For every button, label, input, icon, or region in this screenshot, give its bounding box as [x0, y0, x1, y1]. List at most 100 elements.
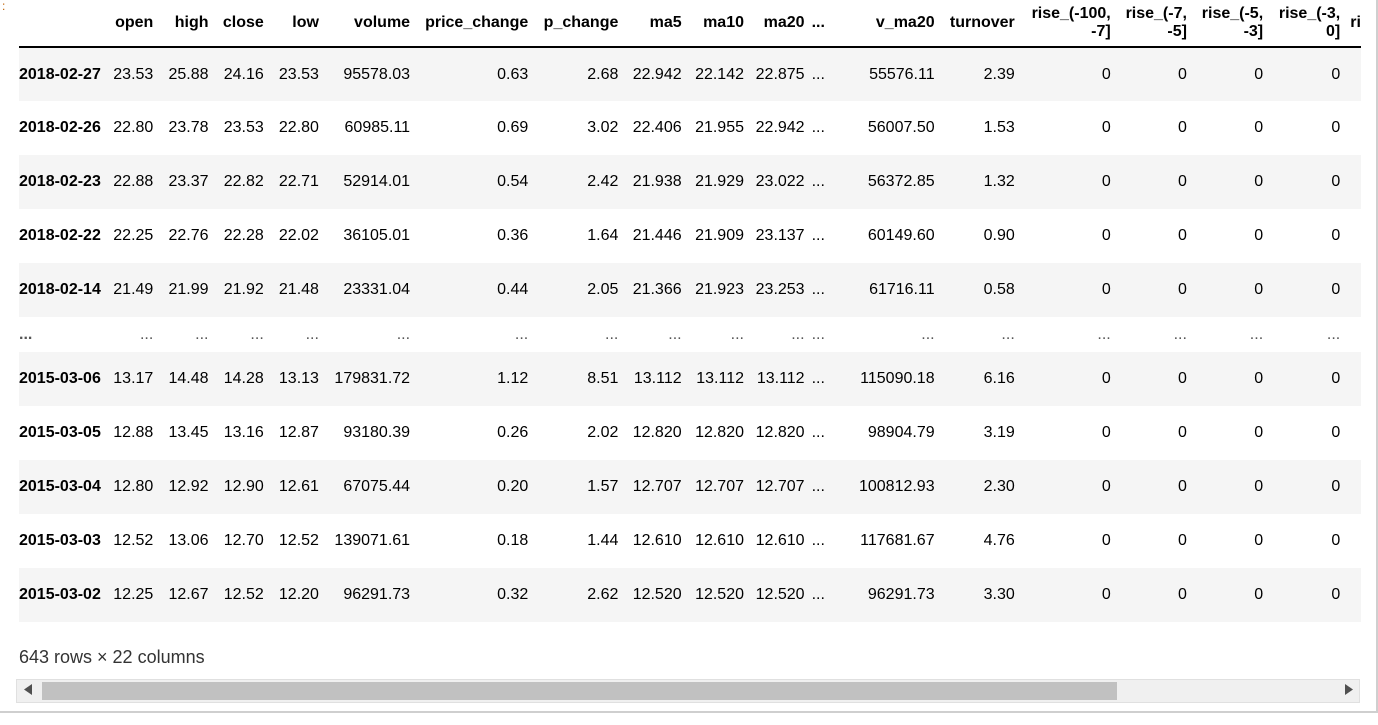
table-cell: 0: [1101, 370, 1111, 387]
row-index: 2015-03-02: [19, 586, 101, 603]
table-cell: 23.022: [755, 173, 805, 190]
dataframe-container[interactable]: open high close low volume price_change p_chan…: [19, 0, 1361, 628]
table-cell: 100812.93: [858, 478, 935, 495]
table-cell: 0: [1331, 227, 1341, 244]
table-cell: 12.90: [223, 478, 264, 495]
column-header: price_change: [410, 0, 529, 48]
column-header: p_change: [528, 0, 619, 48]
table-cell: 52914.01: [343, 173, 411, 190]
column-header: rise_(-3, 0]: [1263, 0, 1341, 48]
table-cell: 0: [1254, 65, 1264, 83]
table-cell: ...: [811, 478, 825, 495]
table-cell: 14.28: [223, 370, 264, 387]
table-row: 2015-03-06 13.17 14.48 14.28 13.13 179831.72 1…: [19, 352, 1361, 406]
table-cell: 0: [1101, 65, 1111, 83]
table-cell: 4.76: [983, 532, 1015, 549]
table-cell: ...: [811, 370, 825, 387]
table-cell: 0: [1178, 532, 1187, 549]
table-cell: 1.53: [983, 119, 1015, 136]
table-cell: 98904.79: [867, 424, 935, 441]
table-cell: 93180.39: [343, 424, 411, 441]
table-cell: 61716.11: [869, 281, 935, 298]
table-cell: 12.52: [223, 586, 264, 603]
table-cell: 12.52: [113, 532, 154, 549]
table-cell: 179831.72: [334, 370, 411, 387]
table-cell: 139071.61: [334, 532, 411, 549]
triangle-left-icon: [23, 682, 33, 700]
table-cell: 21.99: [168, 281, 209, 298]
table-cell: [1340, 101, 1361, 155]
table-cell: 0: [1178, 281, 1187, 298]
column-header: turnover: [934, 0, 1015, 48]
table-cell: 22.25: [113, 227, 154, 244]
table-row: 2018-02-23 22.88 23.37 22.82 22.71 52914.01 0.…: [19, 155, 1361, 209]
table-cell: 96291.73: [343, 586, 411, 603]
table-cell: ...: [811, 532, 825, 549]
table-cell: 22.942: [755, 119, 805, 136]
table-cell: 0: [1331, 424, 1341, 441]
table-cell: 22.28: [223, 227, 264, 244]
scrollbar-thumb[interactable]: [42, 682, 1117, 700]
table-cell: ...: [811, 173, 825, 190]
table-cell: 13.45: [168, 424, 209, 441]
row-index: 2015-03-04: [19, 478, 101, 495]
table-cell: 22.02: [278, 227, 319, 244]
table-cell: 0: [1178, 65, 1187, 83]
table-cell: 13.112: [696, 370, 744, 387]
horizontal-scrollbar[interactable]: [16, 679, 1360, 703]
dataframe-table: open high close low volume price_change p_chan…: [19, 0, 1361, 622]
table-cell: 6.16: [983, 370, 1015, 387]
scroll-right-button[interactable]: [1337, 680, 1359, 702]
dataframe-shape-label: 643 rows × 22 columns: [19, 647, 205, 667]
table-row: 2018-02-27 23.53 25.88 24.16 23.53 95578.03 0.…: [19, 47, 1361, 101]
table-cell: 0: [1331, 370, 1341, 387]
table-cell: ...: [1173, 325, 1187, 343]
table-cell: ...: [1001, 325, 1015, 343]
table-cell: 22.88: [113, 173, 154, 190]
table-cell: 22.875: [755, 65, 805, 83]
table-cell: 22.406: [632, 119, 682, 136]
table-cell: ...: [730, 325, 744, 343]
table-cell: 1.64: [587, 227, 619, 244]
table-cell: 12.92: [168, 478, 209, 495]
table-row: 2018-02-26 22.80 23.78 23.53 22.80 60985.11 0.…: [19, 101, 1361, 155]
table-cell: 0: [1178, 586, 1187, 603]
table-cell: ...: [605, 325, 619, 343]
table-cell: 0.63: [497, 65, 529, 83]
table-cell: 95578.03: [343, 65, 411, 83]
table-cell: 0: [1254, 227, 1264, 244]
table-cell: 0: [1254, 370, 1264, 387]
row-index: 2018-02-26: [19, 119, 101, 136]
table-cell: ...: [1326, 325, 1341, 343]
table-cell: 1.32: [983, 173, 1015, 190]
table-row: 2015-03-03 12.52 13.06 12.70 12.52 139071.61 0…: [19, 514, 1361, 568]
table-cell: 0.18: [497, 532, 529, 549]
table-cell: 0.36: [497, 227, 529, 244]
table-cell: 0: [1101, 227, 1111, 244]
table-cell: ...: [811, 325, 825, 343]
table-cell: 0: [1254, 586, 1264, 603]
table-cell: 3.19: [983, 424, 1015, 441]
table-row: 2015-03-02 12.25 12.67 12.52 12.20 96291.73 0.…: [19, 568, 1361, 622]
table-row: 2018-02-22 22.25 22.76 22.28 22.02 36105.01 0.…: [19, 209, 1361, 263]
table-cell: [1340, 317, 1361, 352]
table-cell: 0.44: [497, 281, 529, 298]
table-cell: 12.61: [278, 478, 319, 495]
table-cell: 8.51: [587, 370, 619, 387]
row-index: 2018-02-14: [19, 281, 101, 298]
table-cell: [1340, 514, 1361, 568]
table-cell: 60985.11: [344, 119, 411, 136]
table-cell: [1340, 460, 1361, 514]
table-cell: 0: [1331, 586, 1341, 603]
table-cell: 12.820: [695, 424, 744, 441]
prompt-mark: :: [2, 0, 6, 13]
table-cell: 0: [1178, 227, 1187, 244]
table-cell: 12.520: [632, 586, 682, 603]
table-cell: 2.30: [983, 478, 1015, 495]
table-cell: 23.78: [168, 119, 209, 136]
table-cell: 0.26: [497, 424, 529, 441]
scroll-left-button[interactable]: [17, 680, 39, 702]
table-cell: 0: [1254, 424, 1264, 441]
table-cell: 23.37: [168, 173, 209, 190]
header-row: open high close low volume price_change p_chan…: [19, 0, 1361, 48]
